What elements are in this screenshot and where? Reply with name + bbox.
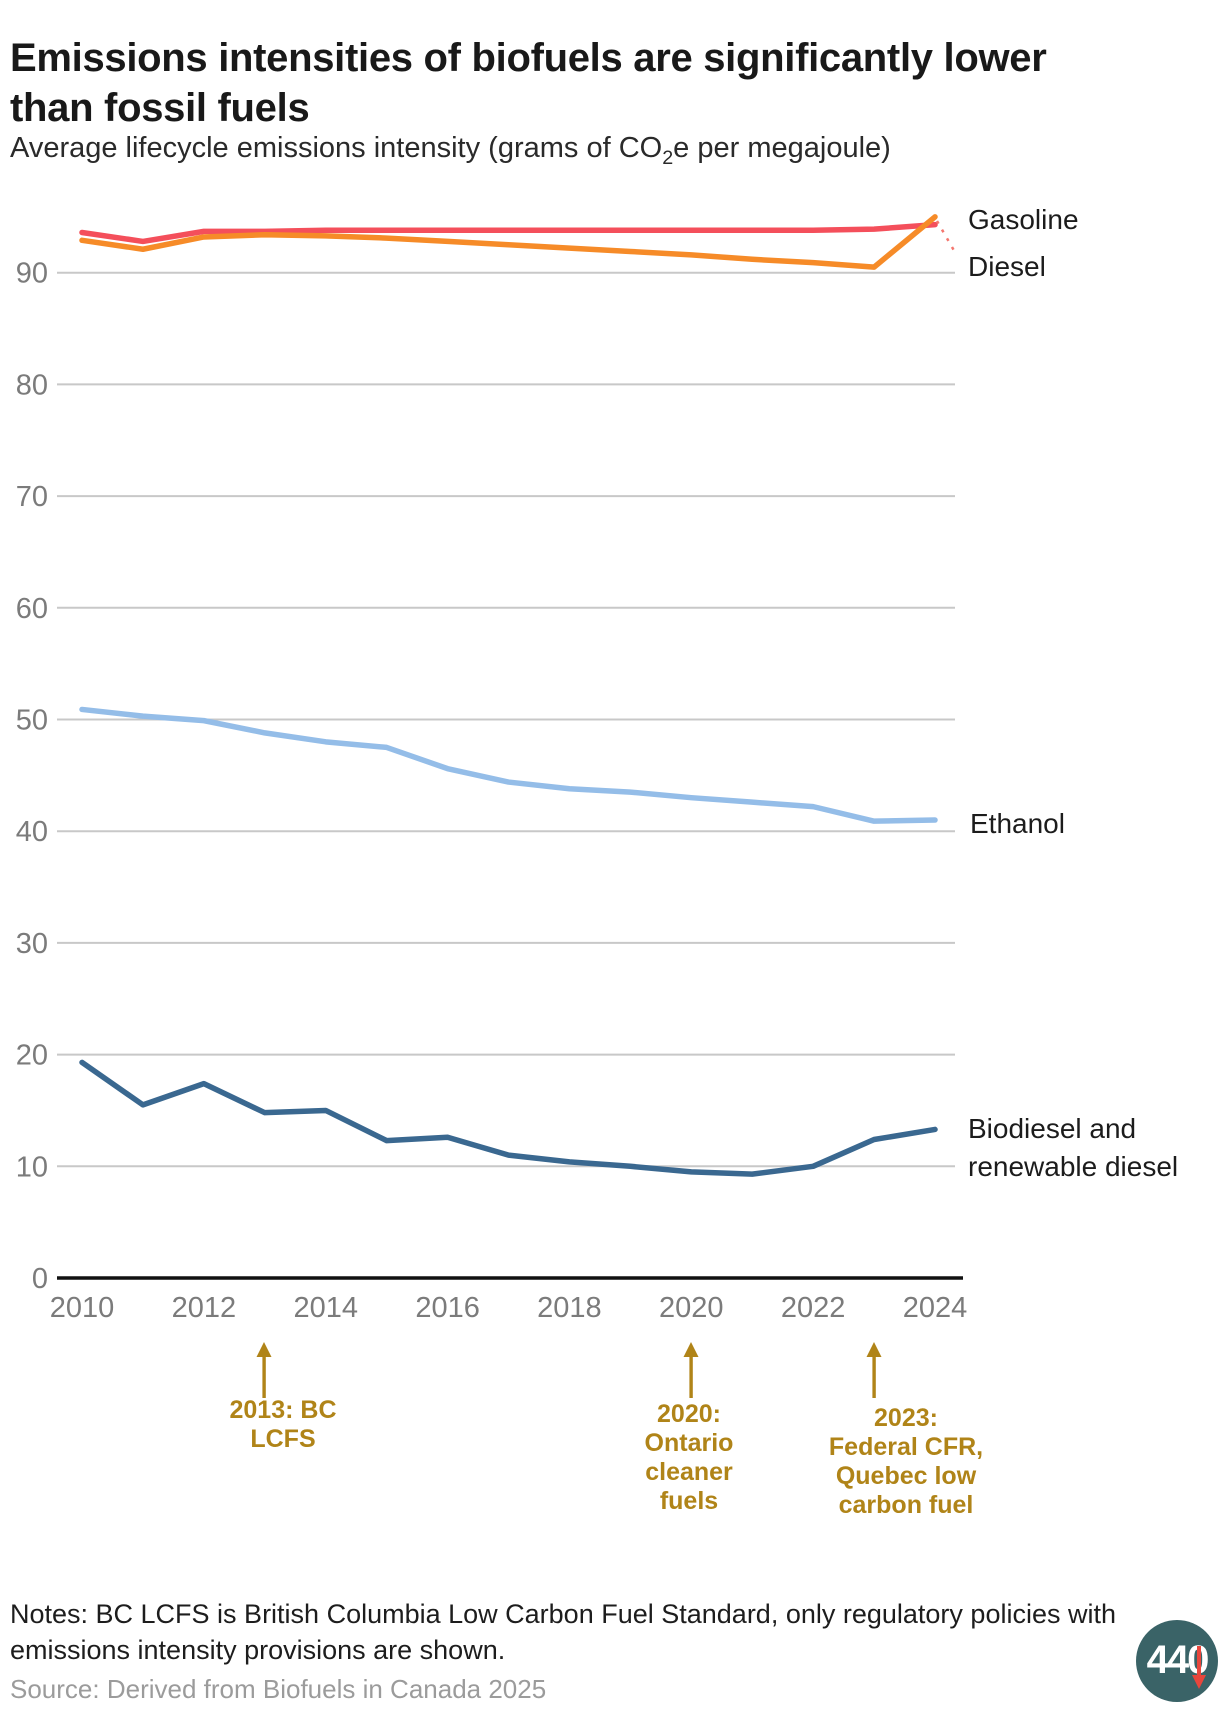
up-arrow-icon xyxy=(683,1342,699,1398)
440-megatonnes-logo: 440 xyxy=(1136,1620,1218,1702)
subtitle-subscript: 2 xyxy=(662,146,674,169)
annotation-line: fuels xyxy=(659,1487,719,1515)
annotation-line: 2013: BC xyxy=(229,1396,337,1424)
y-tick-label-80: 80 xyxy=(16,369,48,401)
page-title: Emissions intensities of biofuels are si… xyxy=(10,35,1047,130)
series-label-line: Biodiesel and xyxy=(968,1113,1137,1144)
x-tick-label-2014: 2014 xyxy=(293,1292,358,1324)
annotation-line: 2023: xyxy=(874,1404,938,1432)
annotation-arrow-2020 xyxy=(680,1342,702,1405)
y-tick-label-60: 60 xyxy=(16,593,48,625)
annotation-line: Ontario xyxy=(644,1429,734,1457)
subtitle-text-pre: Average lifecycle emissions intensity (g… xyxy=(10,132,663,164)
up-arrow-icon xyxy=(256,1342,272,1398)
x-tick-label-2016: 2016 xyxy=(415,1292,480,1324)
annotation-line: 2020: xyxy=(657,1400,721,1428)
series-line-ethanol xyxy=(79,706,938,824)
series-label-gasoline: Gasoline xyxy=(968,201,1079,239)
y-tick-label-0: 0 xyxy=(32,1263,48,1295)
annotation-arrow-2013 xyxy=(253,1342,275,1405)
y-tick-label-50: 50 xyxy=(16,705,48,737)
y-tick-label-20: 20 xyxy=(16,1040,48,1072)
annotation-line: carbon fuel xyxy=(838,1491,974,1519)
y-tick-label-10: 10 xyxy=(16,1151,48,1183)
annotation-line: Federal CFR, xyxy=(828,1433,984,1461)
chart-source: Source: Derived from Biofuels in Canada … xyxy=(10,1674,547,1704)
x-tick-label-2010: 2010 xyxy=(50,1292,115,1324)
x-tick-label-2012: 2012 xyxy=(172,1292,237,1324)
annotation-line: cleaner xyxy=(645,1458,733,1486)
up-arrow-icon xyxy=(866,1342,882,1398)
x-tick-label-2018: 2018 xyxy=(537,1292,602,1324)
chart-subtitle: Average lifecycle emissions intensity (g… xyxy=(10,132,1190,170)
y-tick-label-30: 30 xyxy=(16,928,48,960)
annotation-line: LCFS xyxy=(250,1425,316,1453)
x-tick-label-2022: 2022 xyxy=(781,1292,846,1324)
series-label-biodiesel-and-renewable-diesel: Biodiesel and renewable diesel xyxy=(968,1110,1178,1186)
chart-notes: Notes: BC LCFS is British Columbia Low C… xyxy=(10,1599,1116,1665)
series-line-biodiesel-and-renewable-diesel xyxy=(79,1059,938,1177)
series-label-diesel: Diesel xyxy=(968,248,1046,286)
y-tick-label-40: 40 xyxy=(16,816,48,848)
annotation-text-2020: 2020: Ontario cleaner fuels xyxy=(645,1400,734,1516)
annotation-line: Quebec low xyxy=(835,1462,977,1490)
x-tick-label-2020: 2020 xyxy=(659,1292,724,1324)
annotation-text-2013: 2013: BC LCFS xyxy=(230,1396,337,1454)
series-line-diesel xyxy=(79,214,938,270)
series-label-line: renewable diesel xyxy=(968,1151,1179,1182)
diesel-label-leader-line xyxy=(935,220,958,255)
series-label-line: Diesel xyxy=(968,251,1046,282)
y-tick-label-90: 90 xyxy=(16,258,48,290)
series-label-line: Gasoline xyxy=(968,204,1079,235)
subtitle-text-post: e per megajoule) xyxy=(673,132,891,164)
annotation-text-2023: 2023: Federal CFR, Quebec low carbon fuel xyxy=(829,1404,983,1520)
annotation-arrow-2023 xyxy=(863,1342,885,1405)
series-line-gasoline xyxy=(79,221,938,245)
series-label-line: Ethanol xyxy=(970,808,1065,839)
y-tick-label-70: 70 xyxy=(16,481,48,513)
x-tick-label-2024: 2024 xyxy=(903,1292,968,1324)
series-label-ethanol: Ethanol xyxy=(970,805,1065,843)
down-arrow-icon xyxy=(1192,1646,1206,1689)
